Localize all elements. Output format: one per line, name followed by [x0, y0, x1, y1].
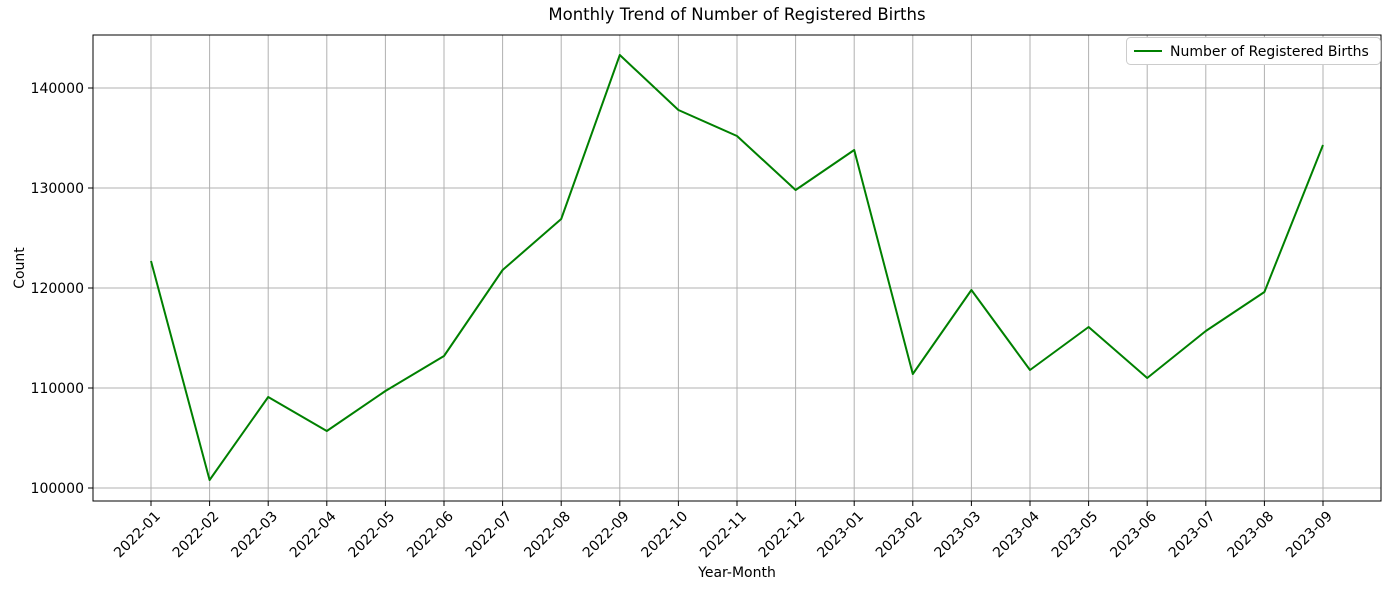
- x-tick-label: 2023-02: [873, 509, 926, 562]
- x-tick-labels: 2022-01 2022-02 2022-03 2022-04 2022-05 2022-…: [111, 508, 1336, 561]
- x-tick-label: 2023-08: [1225, 509, 1278, 562]
- x-tick-label: 2023-04: [990, 508, 1043, 561]
- x-tick-label: 2022-12: [756, 509, 809, 562]
- x-tick-label: 2022-01: [111, 509, 164, 562]
- x-tick-label: 2022-09: [580, 509, 633, 562]
- y-axis-label: Count: [12, 247, 28, 289]
- gridlines: [93, 35, 1381, 501]
- x-tick-label: 2023-05: [1049, 509, 1102, 562]
- x-tick-label: 2022-02: [170, 509, 223, 562]
- x-tick-label: 2023-07: [1166, 509, 1219, 562]
- x-tick-label: 2022-11: [697, 509, 750, 562]
- x-tick-label: 2023-01: [814, 509, 867, 562]
- x-tick-label: 2022-06: [404, 508, 457, 561]
- x-tick-label: 2022-05: [346, 509, 399, 562]
- x-tick-label: 2022-08: [521, 509, 574, 562]
- y-tick-labels: 100000 110000 120000 130000 140000: [31, 81, 84, 497]
- x-tick-label: 2022-07: [463, 509, 516, 562]
- x-tick-label: 2023-03: [932, 509, 985, 562]
- legend: Number of Registered Births: [1126, 37, 1381, 65]
- x-tick-label: 2022-03: [228, 509, 281, 562]
- y-ticks: [88, 87, 93, 489]
- x-tick-label: 2022-10: [639, 509, 692, 562]
- y-tick-label: 130000: [31, 181, 84, 197]
- births-line: [150, 54, 1324, 481]
- legend-box: [1126, 37, 1381, 65]
- data-series: [150, 54, 1324, 481]
- x-axis-label: Year-Month: [697, 565, 776, 581]
- y-tick-label: 110000: [31, 381, 84, 397]
- x-tick-label: 2022-04: [287, 508, 340, 561]
- y-tick-label: 120000: [31, 281, 84, 297]
- legend-label: Number of Registered Births: [1170, 44, 1369, 60]
- y-tick-label: 100000: [31, 481, 84, 497]
- chart-title: Monthly Trend of Number of Registered Bi…: [548, 5, 925, 24]
- x-tick-label: 2023-09: [1283, 509, 1336, 562]
- x-tick-label: 2023-06: [1107, 508, 1160, 561]
- x-ticks: [150, 501, 1324, 506]
- y-tick-label: 140000: [31, 81, 84, 97]
